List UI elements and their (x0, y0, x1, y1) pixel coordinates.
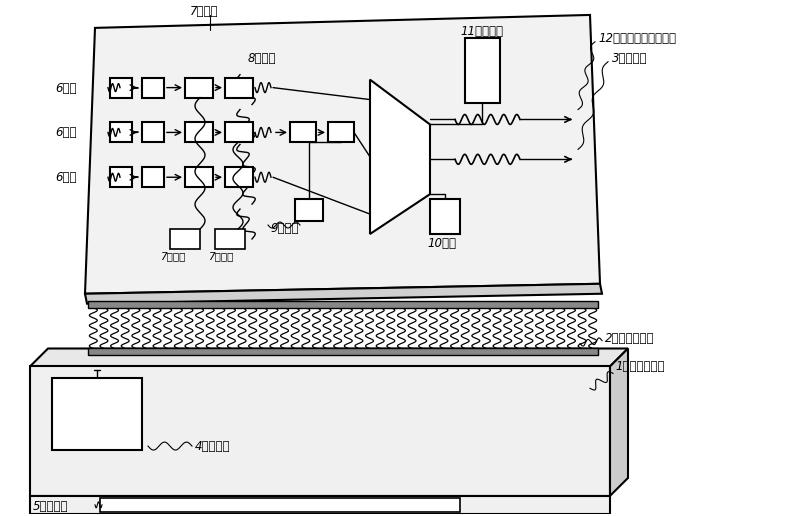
Text: 6晶振: 6晶振 (55, 82, 77, 94)
Polygon shape (30, 348, 628, 366)
Bar (430, 199, 460, 234)
Text: 9继电器: 9继电器 (270, 222, 298, 235)
Bar (52, 378, 142, 450)
Bar (225, 78, 253, 98)
Bar (185, 122, 213, 142)
Text: 11滤波电路: 11滤波电路 (460, 25, 503, 38)
Polygon shape (370, 79, 430, 234)
Text: 8变压器: 8变压器 (248, 52, 277, 65)
Bar (225, 122, 253, 142)
Text: 6晶振: 6晶振 (55, 171, 77, 184)
Bar (215, 229, 245, 249)
Text: 5检测模块: 5检测模块 (33, 500, 69, 513)
Bar (142, 78, 164, 98)
Bar (295, 199, 323, 221)
Bar (110, 167, 132, 187)
Text: 2金属弹簧针组: 2金属弹簧针组 (605, 332, 654, 345)
Bar (225, 167, 253, 187)
Bar (110, 122, 132, 142)
Text: 12被测模数转换器芯片: 12被测模数转换器芯片 (598, 32, 676, 45)
Polygon shape (85, 15, 600, 294)
Text: 6晶振: 6晶振 (55, 126, 77, 139)
Bar (465, 38, 500, 103)
Bar (328, 122, 354, 142)
Bar (142, 167, 164, 187)
Bar (30, 366, 610, 496)
Polygon shape (85, 284, 602, 304)
Bar (110, 78, 132, 98)
Bar (170, 229, 200, 249)
Bar (185, 78, 213, 98)
Text: 7滤波器: 7滤波器 (160, 251, 186, 261)
Bar (100, 498, 460, 512)
Bar (290, 122, 316, 142)
Text: 7滤波器: 7滤波器 (208, 251, 234, 261)
Text: 3测试载板: 3测试载板 (612, 52, 647, 65)
Text: 4直流电源: 4直流电源 (195, 440, 230, 453)
Bar (30, 496, 610, 514)
Polygon shape (610, 348, 628, 496)
Bar (88, 301, 598, 308)
Bar (185, 167, 213, 187)
Bar (142, 122, 164, 142)
Text: 7滤波器: 7滤波器 (190, 5, 218, 18)
Text: 1自动测试设备: 1自动测试设备 (615, 361, 665, 374)
Bar (88, 348, 598, 356)
Text: 10晶振: 10晶振 (427, 237, 456, 250)
